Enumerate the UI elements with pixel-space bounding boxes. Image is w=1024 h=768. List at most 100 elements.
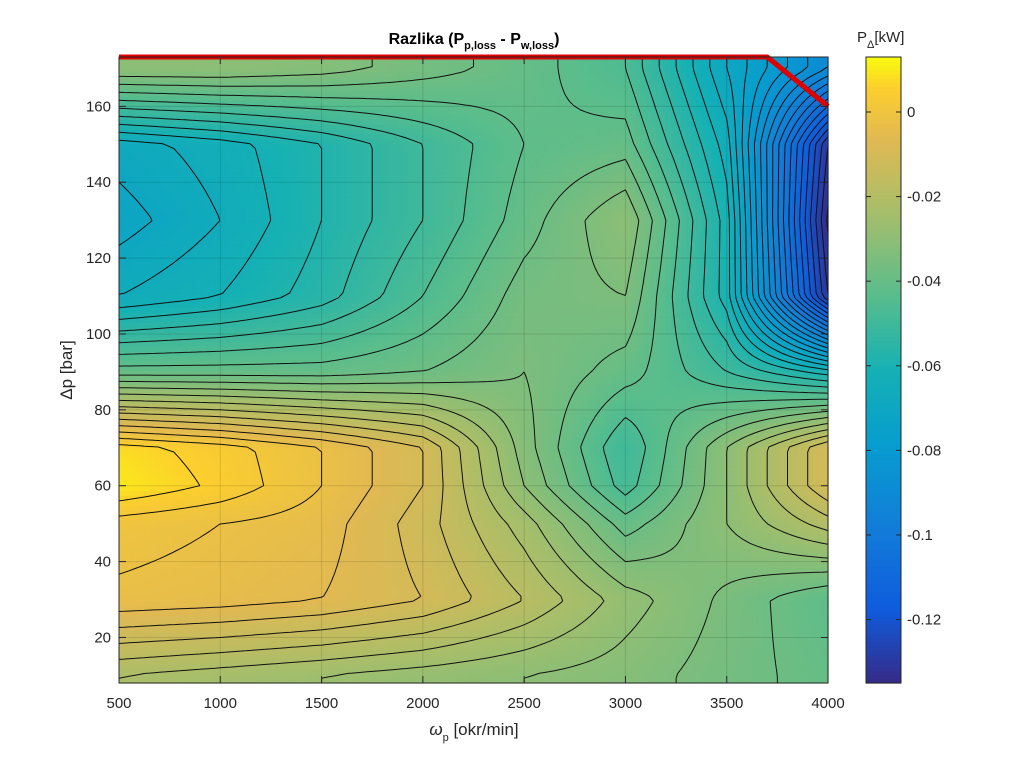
field-cell <box>149 615 156 621</box>
field-cell <box>377 533 383 540</box>
field-cell <box>311 562 318 569</box>
field-cell <box>726 663 733 670</box>
field-cell <box>321 509 328 516</box>
field-cell <box>306 673 313 679</box>
field-cell <box>736 668 743 674</box>
field-cell <box>574 543 581 549</box>
field-cell <box>321 668 328 674</box>
field-cell <box>250 581 257 588</box>
field-cell <box>139 524 145 530</box>
field-cell <box>362 644 368 650</box>
field-cell <box>676 634 682 641</box>
field-cell <box>225 543 232 549</box>
field-cell <box>326 639 333 646</box>
field-cell <box>584 562 591 569</box>
field-cell <box>443 630 449 636</box>
field-cell <box>205 509 211 516</box>
field-cell <box>564 658 571 665</box>
field-cell <box>194 586 201 593</box>
field-cell <box>194 519 201 525</box>
field-cell <box>286 528 292 535</box>
field-cell <box>321 528 328 535</box>
field-cell <box>397 567 404 573</box>
field-cell <box>134 567 140 573</box>
field-cell <box>164 519 171 525</box>
field-cell <box>377 538 383 544</box>
field-cell <box>686 552 692 559</box>
field-cell <box>650 543 657 549</box>
field-cell <box>792 552 799 559</box>
field-cell <box>149 625 156 631</box>
field-cell <box>757 562 763 569</box>
field-cell <box>478 524 485 530</box>
field-cell <box>706 639 713 646</box>
field-cell <box>367 524 373 530</box>
field-cell <box>817 654 824 660</box>
field-cell <box>129 644 135 650</box>
field-cell <box>797 567 804 573</box>
field-cell <box>605 557 611 564</box>
field-cell <box>605 548 611 554</box>
field-cell <box>772 620 778 626</box>
field-cell <box>574 625 581 631</box>
field-cell <box>164 567 171 573</box>
field-cell <box>767 581 773 588</box>
field-cell <box>448 562 454 569</box>
field-cell <box>275 514 282 520</box>
field-cell <box>362 649 368 655</box>
field-cell <box>362 601 368 607</box>
field-cell <box>600 557 606 564</box>
field-cell <box>691 533 697 540</box>
field-cell <box>579 524 586 530</box>
field-cell <box>139 533 145 540</box>
field-cell <box>438 615 444 621</box>
field-cell <box>220 548 226 554</box>
field-cell <box>671 620 677 626</box>
field-cell <box>701 625 708 631</box>
field-cell <box>463 615 470 621</box>
field-cell <box>498 562 505 569</box>
field-cell <box>802 644 809 650</box>
field-cell <box>584 524 591 530</box>
field-cell <box>372 596 378 602</box>
field-cell <box>757 528 763 535</box>
field-cell <box>346 630 353 636</box>
field-cell <box>367 586 373 593</box>
field-cell <box>539 610 545 617</box>
field-cell <box>696 591 702 597</box>
field-cell <box>726 533 733 540</box>
field-cell <box>696 581 702 588</box>
field-cell <box>119 552 125 559</box>
field-cell <box>569 528 576 535</box>
field-cell <box>711 543 718 549</box>
field-cell <box>600 673 606 679</box>
field-cell <box>357 596 363 602</box>
field-cell <box>802 538 809 544</box>
field-cell <box>281 596 287 602</box>
field-cell <box>777 538 784 544</box>
field-cell <box>129 634 135 641</box>
field-cell <box>610 572 616 578</box>
field-cell <box>508 548 515 554</box>
field-cell <box>200 658 206 665</box>
field-cell <box>240 519 247 525</box>
field-cell <box>665 673 672 679</box>
field-cell <box>270 658 277 665</box>
field-cell <box>691 538 697 544</box>
field-cell <box>189 620 196 626</box>
field-cell <box>331 577 338 583</box>
field-cell <box>473 678 480 684</box>
field-cell <box>453 615 459 621</box>
field-cell <box>524 625 530 631</box>
field-cell <box>802 524 809 530</box>
field-cell <box>200 601 206 607</box>
field-cell <box>235 552 242 559</box>
field-cell <box>341 567 348 573</box>
field-cell <box>220 663 226 670</box>
field-cell <box>478 577 485 583</box>
field-cell <box>306 654 313 660</box>
field-cell <box>331 557 338 564</box>
field-cell <box>574 591 581 597</box>
field-cell <box>782 654 789 660</box>
field-cell <box>640 562 647 569</box>
